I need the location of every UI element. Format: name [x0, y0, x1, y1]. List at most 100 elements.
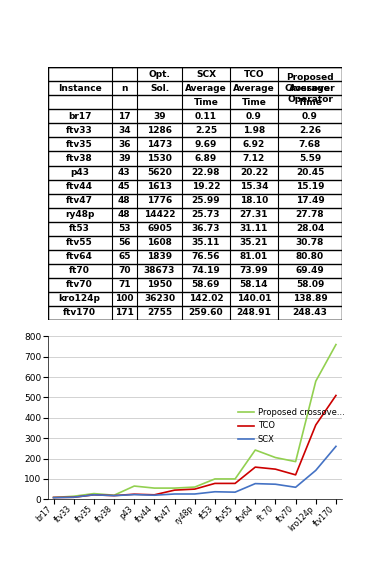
Text: ftv38: ftv38: [66, 154, 93, 163]
Text: 142.02: 142.02: [188, 295, 223, 304]
Text: br17: br17: [68, 112, 91, 121]
Text: Sol.: Sol.: [150, 84, 169, 93]
SCX: [233, 489, 238, 495]
Text: 1473: 1473: [147, 140, 172, 149]
Text: 39: 39: [153, 112, 166, 121]
Line: Proposed crossove...: Proposed crossove...: [54, 344, 336, 498]
Proposed crossove...: [334, 341, 338, 348]
SCX: [92, 491, 96, 498]
Text: 0.9: 0.9: [302, 112, 318, 121]
Text: 138.89: 138.89: [293, 295, 327, 304]
SCX: [192, 491, 197, 498]
Text: Opt.: Opt.: [149, 70, 171, 79]
Proposed crossove...: [112, 492, 116, 499]
Text: 1613: 1613: [147, 182, 172, 191]
Text: 73.99: 73.99: [240, 266, 268, 275]
Proposed crossove...: [152, 485, 157, 491]
TCO: [253, 464, 258, 471]
Text: 74.19: 74.19: [192, 266, 220, 275]
Text: Average: Average: [289, 84, 331, 93]
Text: ft53: ft53: [69, 224, 90, 233]
Text: 140.01: 140.01: [237, 295, 271, 304]
Text: Average: Average: [185, 84, 227, 93]
Text: Time: Time: [242, 98, 266, 107]
Text: 25.99: 25.99: [192, 196, 220, 205]
Text: Time: Time: [193, 98, 218, 107]
Text: 70: 70: [118, 266, 131, 275]
Text: 248.91: 248.91: [236, 309, 271, 318]
Text: 171: 171: [115, 309, 134, 318]
Text: 0.11: 0.11: [195, 112, 217, 121]
Proposed crossove...: [172, 485, 177, 491]
Proposed crossove...: [233, 476, 238, 482]
TCO: [112, 492, 116, 499]
SCX: [152, 492, 157, 499]
Text: 6905: 6905: [147, 224, 172, 233]
Text: ftv35: ftv35: [66, 140, 93, 149]
Text: 25.73: 25.73: [192, 210, 220, 219]
Text: 2755: 2755: [147, 309, 172, 318]
Text: 7.12: 7.12: [243, 154, 265, 163]
Text: 58.09: 58.09: [296, 280, 324, 289]
Text: ry48p: ry48p: [65, 210, 94, 219]
Text: TCO: TCO: [244, 70, 264, 79]
Text: 7.68: 7.68: [299, 140, 321, 149]
SCX: [253, 480, 258, 487]
Text: Instance: Instance: [58, 84, 101, 93]
Line: SCX: SCX: [54, 447, 336, 498]
Text: 1950: 1950: [147, 280, 172, 289]
Text: kro124p: kro124p: [59, 295, 100, 304]
Text: 31.11: 31.11: [240, 224, 268, 233]
Proposed crossove...: [253, 447, 258, 453]
Text: ftv170: ftv170: [63, 309, 96, 318]
Text: 80.80: 80.80: [296, 252, 324, 261]
Text: 56: 56: [118, 238, 131, 247]
Line: TCO: TCO: [54, 396, 336, 498]
Text: 2.25: 2.25: [195, 126, 217, 135]
Text: 36: 36: [118, 140, 131, 149]
Text: ftv47: ftv47: [66, 196, 93, 205]
Proposed crossove...: [51, 494, 56, 501]
TCO: [273, 466, 278, 472]
TCO: [334, 392, 338, 399]
TCO: [192, 486, 197, 493]
SCX: [112, 492, 116, 499]
Text: 17.49: 17.49: [296, 196, 325, 205]
SCX: [51, 494, 56, 501]
SCX: [334, 443, 338, 450]
Text: 71: 71: [118, 280, 131, 289]
SCX: [132, 491, 136, 498]
TCO: [152, 491, 157, 498]
Text: 53: 53: [118, 224, 131, 233]
Text: ftv44: ftv44: [66, 182, 93, 191]
Text: 22.98: 22.98: [192, 168, 220, 177]
Text: 5.59: 5.59: [299, 154, 321, 163]
Text: 18.10: 18.10: [240, 196, 268, 205]
Text: 48: 48: [118, 210, 131, 219]
Proposed crossove...: [71, 493, 76, 500]
Text: 45: 45: [118, 182, 131, 191]
Text: 30.78: 30.78: [296, 238, 324, 247]
Text: 100: 100: [115, 295, 134, 304]
Text: 20.22: 20.22: [240, 168, 268, 177]
Text: Proposed
Crossover
Operator: Proposed Crossover Operator: [285, 73, 335, 104]
SCX: [213, 489, 217, 495]
Text: 36230: 36230: [144, 295, 175, 304]
Text: 58.14: 58.14: [240, 280, 268, 289]
Text: 14422: 14422: [144, 210, 175, 219]
Text: ftv64: ftv64: [66, 252, 93, 261]
Text: Time: Time: [298, 98, 322, 107]
Text: 35.11: 35.11: [192, 238, 220, 247]
Text: 1286: 1286: [147, 126, 172, 135]
Text: 1.98: 1.98: [243, 126, 265, 135]
Text: 5620: 5620: [147, 168, 172, 177]
Text: 6.92: 6.92: [243, 140, 265, 149]
TCO: [92, 491, 96, 498]
Text: 1530: 1530: [147, 154, 172, 163]
SCX: [314, 467, 318, 473]
Proposed crossove...: [132, 482, 136, 489]
TCO: [71, 494, 76, 500]
Text: ftv55: ftv55: [66, 238, 93, 247]
Text: 69.49: 69.49: [296, 266, 325, 275]
SCX: [71, 494, 76, 500]
